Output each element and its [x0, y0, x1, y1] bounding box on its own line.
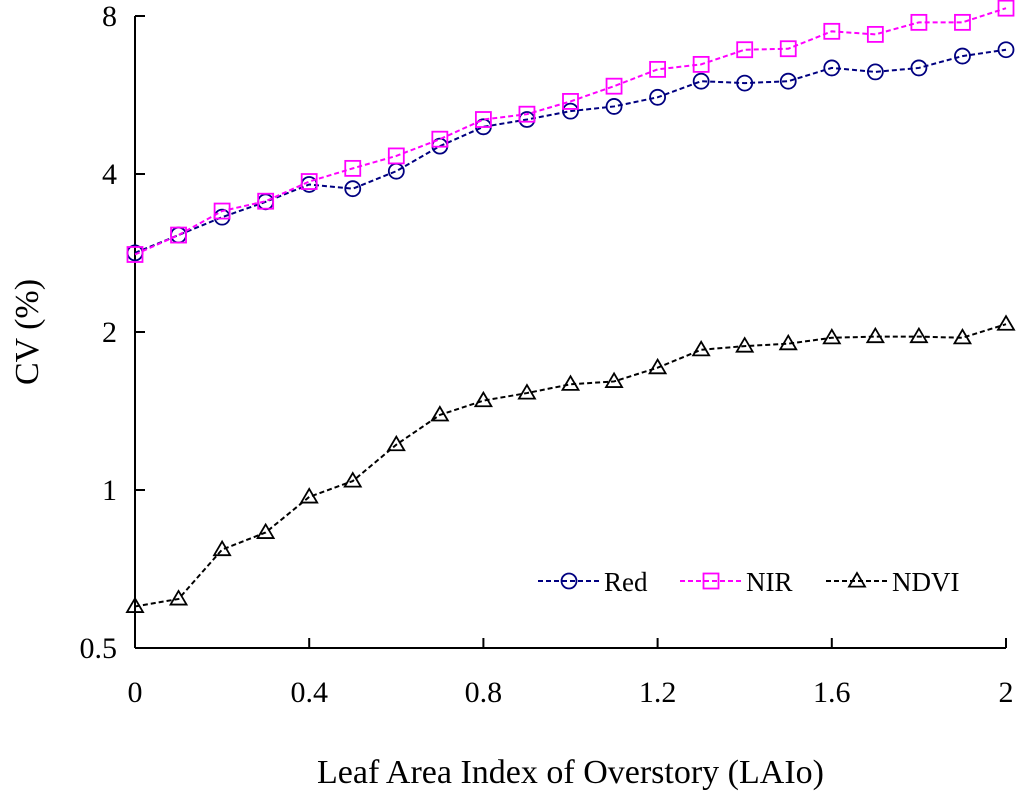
legend-square-marker: [702, 572, 720, 590]
circle-marker: [823, 59, 841, 77]
square-marker: [126, 246, 144, 263]
triangle-marker: [125, 596, 145, 613]
legend-label: NIR: [746, 567, 793, 597]
legend-item-ndvi: NDVI: [826, 567, 960, 597]
square-marker: [344, 159, 362, 177]
triangle-marker: [560, 374, 581, 391]
triangle-marker: [517, 383, 537, 400]
series-nir: [126, 0, 1015, 263]
triangle-marker: [168, 589, 189, 606]
triangle-marker: [604, 371, 624, 388]
square-marker: [866, 25, 884, 43]
circle-marker: [866, 63, 884, 81]
legend-triangle-marker: [847, 571, 867, 588]
circle-marker: [954, 47, 971, 65]
y-ticks: 0.5 1 2 4 8: [80, 0, 145, 665]
square-marker: [779, 40, 797, 58]
square-marker: [910, 13, 928, 31]
square-marker: [605, 77, 623, 95]
y-tick-label: 0.5: [80, 632, 118, 665]
y-tick-label: 2: [102, 316, 117, 349]
x-tick-label: 0: [128, 676, 143, 709]
triangle-marker: [343, 471, 363, 488]
series-line-red: [134, 48, 1007, 254]
legend-label: NDVI: [892, 567, 960, 597]
series-line-ndvi: [134, 323, 1007, 608]
square-marker: [736, 41, 754, 59]
circle-marker: [170, 226, 187, 244]
circle-marker: [387, 162, 405, 180]
circle-marker: [605, 98, 623, 115]
triangle-marker: [648, 357, 668, 375]
triangle-marker: [778, 333, 798, 351]
legend-item-nir: NIR: [680, 567, 793, 597]
legend-label: Red: [604, 567, 648, 597]
x-tick-label: 0.8: [465, 676, 503, 709]
circle-marker: [997, 41, 1015, 59]
x-tick-label: 2: [999, 676, 1014, 709]
x-tick-label: 1.2: [639, 676, 677, 709]
x-axis-title: Leaf Area Index of Overstory (LAIo): [317, 754, 824, 791]
y-axis-title: CV (%): [9, 279, 46, 385]
triangle-marker: [386, 434, 406, 452]
square-marker: [649, 60, 666, 78]
square-marker: [562, 93, 579, 110]
square-marker: [170, 226, 187, 244]
square-marker: [997, 0, 1015, 17]
square-marker: [518, 105, 536, 123]
square-marker: [257, 192, 275, 210]
triangle-marker: [691, 339, 711, 357]
series-layer: [125, 0, 1016, 613]
series-line-nir: [134, 7, 1007, 256]
series-ndvi: [125, 314, 1016, 613]
y-tick-label: 1: [102, 474, 117, 507]
x-ticks: 0 0.4 0.8 1.2 1.6 2: [128, 638, 1014, 709]
square-marker: [213, 202, 231, 220]
y-tick-label: 8: [102, 0, 117, 33]
circle-marker: [562, 102, 579, 120]
x-tick-label: 0.4: [290, 676, 328, 709]
circle-marker: [736, 74, 754, 92]
legend: Red NIR NDVI: [538, 567, 960, 597]
square-marker: [954, 13, 971, 31]
x-tick-label: 1.6: [813, 676, 851, 709]
triangle-marker: [299, 487, 319, 504]
triangle-marker: [735, 336, 755, 353]
triangle-marker: [430, 405, 450, 422]
circle-marker: [692, 72, 710, 90]
triangle-marker: [212, 539, 232, 557]
circle-marker: [649, 88, 666, 106]
series-red: [126, 41, 1015, 262]
square-marker: [692, 55, 710, 73]
legend-item-red: Red: [538, 567, 648, 597]
square-marker: [431, 130, 449, 148]
triangle-marker: [952, 327, 973, 345]
y-tick-label: 4: [102, 158, 117, 191]
square-marker: [387, 147, 405, 165]
legend-circle-marker: [560, 572, 578, 590]
square-marker: [300, 173, 318, 190]
triangle-marker: [473, 390, 493, 408]
triangle-marker: [822, 327, 842, 345]
triangle-marker: [909, 326, 929, 344]
circle-marker: [779, 72, 797, 90]
square-marker: [823, 22, 841, 40]
square-marker: [474, 111, 492, 128]
circle-marker: [910, 59, 928, 77]
triangle-marker: [996, 314, 1016, 331]
triangle-marker: [256, 522, 276, 539]
triangle-marker: [865, 326, 885, 344]
circle-marker: [344, 180, 362, 198]
